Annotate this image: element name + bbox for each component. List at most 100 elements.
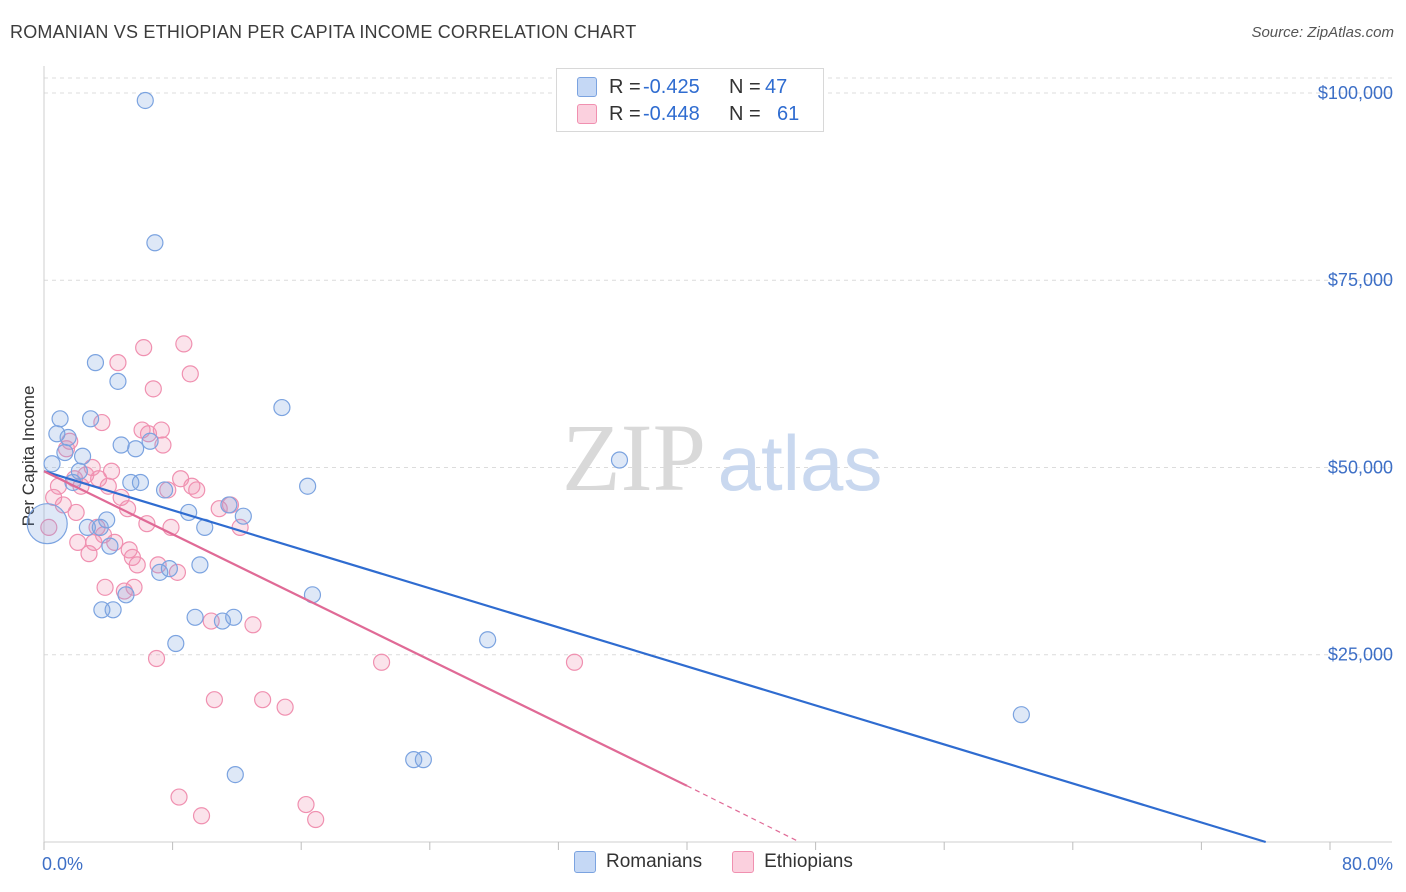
ethiopians-trend-line <box>686 785 800 843</box>
ethiopians-trend-line <box>43 470 688 787</box>
ethiopian-point <box>244 616 262 634</box>
source-label: Source: ZipAtlas.com <box>1251 24 1394 41</box>
ethiopian-point <box>109 354 127 372</box>
y-tick-labels: $25,000 $50,000 $75,000 $100,000 <box>1318 83 1393 665</box>
romanian-point <box>479 631 497 649</box>
ethiopian-point <box>181 365 199 383</box>
romanian-point <box>191 556 209 574</box>
romanian-point <box>78 518 97 537</box>
romanian-point <box>117 586 135 604</box>
ethiopian-point <box>307 810 325 829</box>
chart-title: ROMANIAN VS ETHIOPIAN PER CAPITA INCOME … <box>10 22 637 42</box>
y-tick-label: $100,000 <box>1318 83 1393 103</box>
ethiopian-point <box>168 563 187 581</box>
ethiopian-point <box>297 795 315 814</box>
ethiopian-point <box>170 788 188 806</box>
romanian-point <box>112 436 130 454</box>
ethiopian-point <box>210 500 228 518</box>
romanian-point <box>186 608 204 626</box>
ethiopian-point <box>96 578 114 596</box>
romanian-point <box>136 91 154 110</box>
ethiopians-swatch <box>732 851 755 873</box>
ethiopian-point <box>93 413 111 432</box>
ethiopians-swatch <box>577 104 597 124</box>
romanian-point <box>155 481 174 499</box>
watermark-zip: ZIP <box>562 404 706 511</box>
n-value: 47 <box>765 75 788 98</box>
ethiopian-point <box>175 335 193 353</box>
romanian-point <box>56 443 74 462</box>
n-label: N = <box>729 102 761 125</box>
ethiopian-point <box>372 653 391 671</box>
romanians-points <box>26 91 1030 784</box>
romanian-point <box>226 765 244 784</box>
legend-label: Ethiopians <box>764 851 853 872</box>
romanian-point <box>127 440 145 458</box>
romanian-point <box>225 608 243 626</box>
romanian-point <box>122 473 140 492</box>
ethiopian-point <box>102 462 121 480</box>
romanian-point <box>141 432 159 450</box>
y-tick-label: $75,000 <box>1328 270 1393 290</box>
romanians-trend-line <box>43 470 1267 844</box>
romanian-point <box>213 612 232 630</box>
ethiopian-point <box>188 481 206 499</box>
legend-item-romanians: Romanians <box>574 851 702 873</box>
watermark-atlas: atlas <box>718 419 883 507</box>
r-label: R = <box>609 75 641 98</box>
series-legend: Romanians Ethiopians <box>574 851 883 873</box>
ethiopians-points <box>40 335 584 829</box>
romanian-point <box>151 563 169 581</box>
n-value: 61 <box>777 102 800 125</box>
legend-label: Romanians <box>606 851 703 872</box>
legend-row-romanians: R = -0.425 N = 47 <box>577 75 787 99</box>
n-label: N = <box>729 75 761 98</box>
romanian-point <box>146 234 164 252</box>
romanian-point <box>104 601 122 619</box>
ethiopian-point <box>80 545 98 563</box>
ethiopian-point <box>40 518 58 537</box>
x-tick-labels: 0.0% 80.0% <box>42 854 1393 874</box>
romanian-point <box>82 410 100 428</box>
romanians-swatch <box>574 851 596 873</box>
y-tick-label: $25,000 <box>1328 645 1393 665</box>
ethiopian-point <box>152 421 170 439</box>
romanian-point <box>131 473 150 492</box>
x-tick-label: 0.0% <box>42 854 83 874</box>
r-value: -0.448 <box>643 102 700 125</box>
ethiopian-point <box>144 380 162 398</box>
romanian-point <box>610 451 629 469</box>
legend-item-ethiopians: Ethiopians <box>732 851 853 873</box>
ethiopian-point <box>135 339 153 357</box>
ethiopian-point <box>276 698 294 716</box>
legend-row-ethiopians: R = -0.448 N = 61 <box>577 102 799 126</box>
ethiopian-point <box>128 556 146 574</box>
r-value: -0.425 <box>643 75 700 98</box>
ethiopian-point <box>147 649 166 668</box>
romanian-point <box>51 410 69 428</box>
romanian-point <box>405 751 423 769</box>
ethiopian-point <box>565 653 584 671</box>
romanian-point <box>109 372 127 390</box>
romanian-point <box>43 455 61 473</box>
axes <box>43 66 1392 850</box>
romanian-point <box>160 560 178 578</box>
ethiopian-point <box>67 503 85 522</box>
ethiopian-point <box>205 691 223 709</box>
ethiopian-point <box>154 436 172 454</box>
trend-lines <box>43 470 1267 844</box>
grid-lines <box>44 77 1392 656</box>
x-tick-label: 80.0% <box>1342 854 1393 874</box>
romanian-point <box>299 477 317 495</box>
romanian-point <box>414 751 432 769</box>
y-axis-label: Per Capita Income <box>19 386 38 527</box>
romanians-swatch <box>577 77 597 97</box>
romanian-point <box>59 428 77 447</box>
ethiopian-point <box>192 807 211 825</box>
romanian-point <box>1012 706 1030 724</box>
romanian-point <box>273 398 291 417</box>
romanian-point <box>234 507 252 525</box>
romanian-point <box>98 511 116 529</box>
romanian-point <box>101 537 119 555</box>
